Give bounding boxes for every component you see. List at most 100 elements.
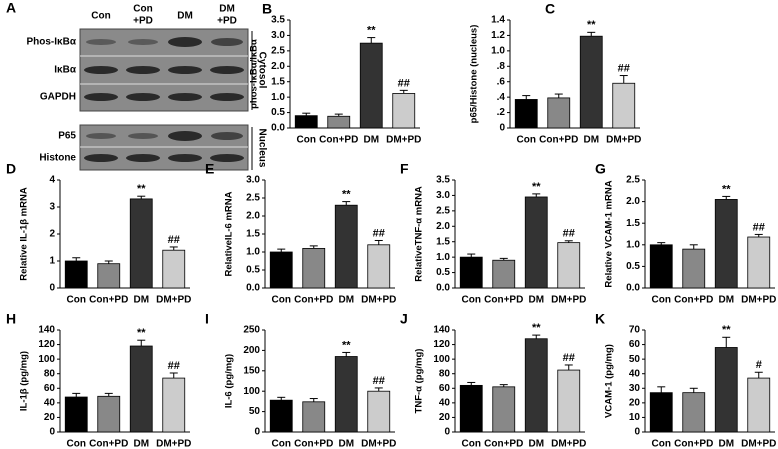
significance: ** — [532, 322, 541, 334]
bar — [649, 244, 673, 289]
panel-letter: G — [595, 161, 606, 177]
bar — [612, 82, 636, 129]
y-tick-label: 3.0 — [246, 175, 260, 186]
panel-letter: A — [6, 0, 16, 16]
x-tick-label: Con+PD — [674, 439, 713, 449]
error-bar — [169, 246, 178, 251]
error-bar — [169, 372, 178, 379]
error-bar — [619, 75, 628, 84]
x-tick-label: Con+PD — [294, 295, 333, 306]
significance: ** — [342, 189, 351, 201]
bar — [367, 390, 391, 433]
y-tick-label: 2.5 — [271, 45, 285, 56]
bar — [682, 248, 706, 289]
x-tick-label: Con — [272, 295, 291, 306]
y-tick-label: 2.5 — [626, 175, 640, 186]
y-axis-label: RelativeIL-6 mRNA — [224, 191, 235, 276]
error-bar — [309, 245, 318, 249]
x-tick-label: DM+PD — [386, 135, 421, 146]
row-label: GAPDH — [40, 92, 76, 103]
y-tick-label: 150 — [243, 365, 260, 376]
blot-nucleus — [79, 124, 249, 171]
y-tick-label: 3 — [49, 202, 55, 213]
significance: ** — [722, 183, 731, 195]
bar — [334, 356, 358, 433]
y-axis-label: p65/Histone (nucleus) — [469, 25, 480, 124]
bar — [334, 204, 358, 289]
bar — [714, 199, 738, 289]
significance: ## — [398, 77, 410, 89]
error-bar — [499, 257, 508, 261]
x-tick-label: DM+PD — [361, 439, 396, 449]
x-tick-label: DM+PD — [606, 135, 641, 146]
y-tick-label: 1.0 — [271, 92, 285, 103]
bar — [492, 386, 516, 433]
x-tick-label: Con+PD — [484, 439, 523, 449]
y-tick-label: 10 — [629, 412, 641, 423]
error-bar — [587, 31, 596, 37]
y-tick-label: 3.5 — [436, 175, 450, 186]
error-bar — [277, 396, 286, 401]
significance: ## — [563, 352, 575, 364]
bar — [557, 242, 581, 289]
x-tick-label: DM — [133, 439, 149, 449]
y-tick-label: 100 — [243, 386, 260, 397]
x-tick-label: Con — [517, 135, 536, 146]
x-tick-label: DM — [528, 439, 544, 449]
bar — [392, 93, 416, 129]
y-tick-label: 20 — [629, 397, 641, 408]
error-bar — [532, 193, 541, 197]
error-bar — [689, 244, 698, 250]
y-tick-label: 0.5 — [436, 267, 450, 278]
y-tick-label: 2.5 — [246, 193, 260, 204]
error-bar — [564, 364, 573, 371]
x-tick-label: Con+PD — [484, 295, 523, 306]
significance: ** — [137, 327, 146, 339]
x-tick-label: DM+PD — [551, 439, 586, 449]
lane-label: DM — [177, 11, 193, 22]
bar — [524, 196, 548, 289]
error-bar — [532, 334, 541, 339]
bar — [64, 396, 88, 433]
y-tick-label: 0 — [444, 427, 450, 438]
x-tick-label: Con+PD — [294, 439, 333, 449]
y-tick-label: 1.0 — [436, 252, 450, 263]
y-axis-label: Relative IL-1β mRNA — [19, 187, 30, 281]
significance: ** — [722, 324, 731, 336]
error-bar — [657, 386, 666, 393]
significance: ** — [137, 183, 146, 195]
row-label: Histone — [39, 153, 76, 164]
row-label: IκBα — [54, 65, 77, 76]
lane-label: Con — [91, 11, 110, 22]
x-tick-label: Con+PD — [539, 135, 578, 146]
y-tick-label: 1.5 — [436, 236, 450, 247]
significance: ## — [373, 375, 385, 387]
y-tick-label: 2.0 — [436, 221, 450, 232]
bar — [459, 384, 483, 433]
y-tick-label: 3.5 — [271, 15, 285, 26]
x-tick-label: DM+PD — [551, 295, 586, 306]
x-tick-label: Con+PD — [319, 135, 358, 146]
bar — [302, 401, 326, 433]
error-bar — [367, 37, 376, 44]
panel-letter: C — [545, 1, 555, 17]
y-tick-label: 50 — [629, 354, 641, 365]
bar — [64, 260, 88, 289]
panel-letter: H — [6, 311, 16, 327]
y-tick-label: 2 — [49, 229, 55, 240]
y-tick-label: .2 — [497, 107, 506, 118]
significance: ** — [342, 339, 351, 351]
row-label: Phos-IκBα — [26, 37, 76, 48]
x-tick-label: DM+PD — [741, 439, 776, 449]
y-tick-label: 1 — [49, 256, 55, 267]
x-tick-label: DM — [338, 295, 354, 306]
error-bar — [104, 392, 113, 397]
error-bar — [342, 201, 351, 206]
y-tick-label: 60 — [44, 383, 56, 394]
bar — [97, 263, 121, 289]
y-tick-label: 3.0 — [436, 190, 450, 201]
y-tick-label: 30 — [629, 383, 641, 394]
error-bar — [657, 242, 666, 245]
significance: ** — [587, 19, 596, 31]
bar — [367, 244, 391, 289]
